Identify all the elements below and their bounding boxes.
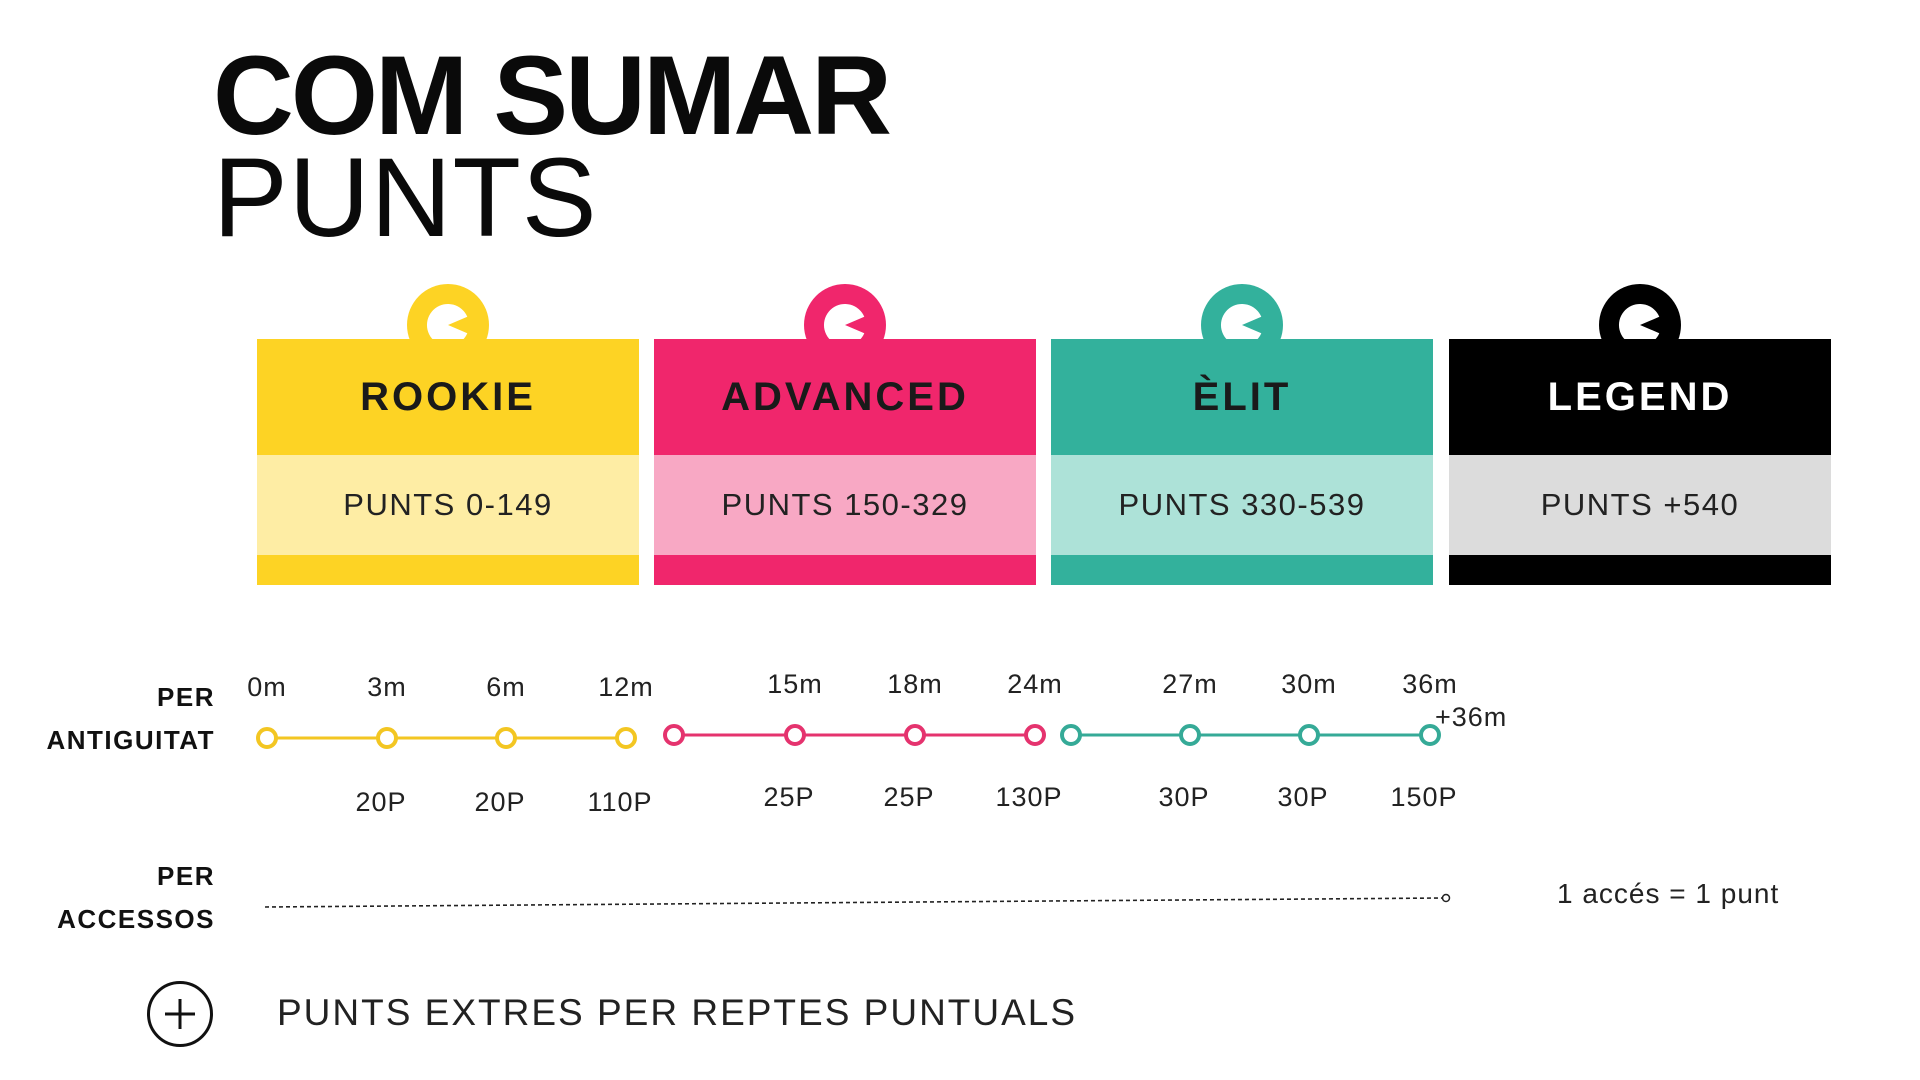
title-line-2: PUNTS [213,135,598,260]
level-points-range: PUNTS 150-329 [654,455,1036,555]
milestone-month-label: 24m [1007,669,1063,699]
seniority-extra-label: +36m [1435,702,1508,732]
milestone-month-label: 12m [598,672,654,702]
level-footer-bar [654,555,1036,585]
seniority-milestone-node [495,727,517,749]
level-points-range: PUNTS 0-149 [257,455,639,555]
level-footer-bar [257,555,639,585]
milestone-points-label: 30P [1158,782,1210,812]
seniority-milestone-node [663,724,685,746]
seniority-row-label: PER ANTIGUITAT [46,676,215,762]
accesses-label-line-1: PER [157,861,215,891]
milestone-points-label: 25P [763,782,815,812]
milestone-points-label: 20P [355,787,407,817]
milestone-month-label: 30m [1281,669,1337,699]
level-name: ADVANCED [654,339,1036,455]
access-rule-text: 1 accés = 1 punt [1557,878,1780,909]
seniority-milestone-node [1298,724,1320,746]
level-card-1: ROOKIE PUNTS 0-149 [257,284,639,585]
seniority-milestone-node [1419,724,1441,746]
milestone-points-label: 130P [995,782,1063,812]
milestone-month-label: 0m [247,672,287,702]
title-line-1: COM SUMAR [213,33,892,158]
milestone-month-label: 6m [486,672,526,702]
accesses-line-end-dot [1441,893,1451,903]
level-card-4: LEGEND PUNTS +540 [1449,284,1831,585]
level-card-3: ÈLIT PUNTS 330-539 [1051,284,1433,585]
plus-circle-icon [147,981,213,1047]
seniority-milestone-node [256,727,278,749]
seniority-milestone-node [784,724,806,746]
level-name: LEGEND [1449,339,1831,455]
level-name: ROOKIE [257,339,639,455]
milestone-points-label: 25P [883,782,935,812]
milestone-month-label: 27m [1162,669,1218,699]
milestone-points-label: 110P [587,787,653,817]
seniority-milestone-node [615,727,637,749]
level-card-2: ADVANCED PUNTS 150-329 [654,284,1036,585]
level-name: ÈLIT [1051,339,1433,455]
milestone-month-label: 18m [887,669,943,699]
page-title: COM SUMAR PUNTS [213,33,892,260]
accesses-row-label: PER ACCESSOS [57,855,215,941]
bonus-points-text: PUNTS EXTRES PER REPTES PUNTUALS [277,992,1078,1033]
seniority-label-line-2: ANTIGUITAT [46,725,215,755]
level-footer-bar [1051,555,1433,585]
accesses-label-line-2: ACCESSOS [57,904,215,934]
seniority-milestone-node [1179,724,1201,746]
level-footer-bar [1449,555,1831,585]
level-points-range: PUNTS +540 [1449,455,1831,555]
accesses-dotted-line [264,897,1444,908]
seniority-milestone-node [1024,724,1046,746]
milestone-points-label: 150P [1390,782,1458,812]
milestone-month-label: 36m [1402,669,1458,699]
milestone-month-label: 15m [767,669,823,699]
seniority-milestone-node [1060,724,1082,746]
seniority-milestone-node [904,724,926,746]
milestone-month-label: 3m [367,672,407,702]
seniority-label-line-1: PER [157,682,215,712]
seniority-milestone-node [376,727,398,749]
milestone-points-label: 20P [474,787,526,817]
level-points-range: PUNTS 330-539 [1051,455,1433,555]
milestone-points-label: 30P [1277,782,1329,812]
